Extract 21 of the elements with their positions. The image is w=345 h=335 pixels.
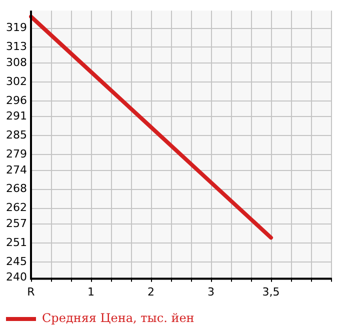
y-tick-label: 291 <box>6 110 27 123</box>
x-tick-label: R <box>27 285 36 298</box>
y-tick-label: 279 <box>6 147 27 160</box>
y-tick-label: 296 <box>6 94 27 107</box>
y-tick-label: 262 <box>6 201 27 214</box>
y-tick-label: 245 <box>6 254 27 268</box>
y-tick-label: 319 <box>6 21 27 34</box>
y-tick-label: 313 <box>6 40 27 54</box>
x-tick-label: 1 <box>88 285 94 298</box>
x-tick-label: 3,5 <box>262 285 280 298</box>
y-tick-label: 274 <box>6 163 27 176</box>
x-tick-label: 2 <box>148 285 154 298</box>
x-tick-label: 3 <box>208 285 214 298</box>
y-tick-label: 268 <box>6 182 27 196</box>
legend-label: Средняя Цена, тыс. йен <box>42 311 194 326</box>
y-tick-label: 285 <box>6 128 27 142</box>
y-tick-label: 302 <box>6 74 27 88</box>
y-tick-label: 257 <box>6 216 27 230</box>
y-tick-label: 240 <box>6 270 27 284</box>
y-tick-label: 308 <box>6 56 27 69</box>
y-tick-label: 251 <box>6 236 27 249</box>
